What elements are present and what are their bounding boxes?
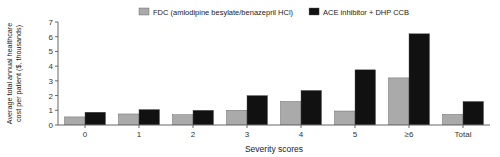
y-axis-label: Average total annual healthcarecost per …	[5, 23, 23, 124]
y-tick-label: 1	[49, 106, 54, 115]
legend-swatch	[139, 8, 149, 15]
x-tick-label: 1	[137, 130, 142, 139]
x-tick	[139, 125, 140, 128]
y-tick-label: 2	[49, 92, 54, 101]
x-tick	[409, 125, 410, 128]
bar	[226, 110, 247, 125]
y-tick-label: 7	[49, 18, 54, 27]
bars	[64, 34, 483, 125]
legend: FDC (amlodipine besylate/benazepril HCl)…	[139, 8, 409, 17]
bar	[355, 70, 376, 125]
bar	[118, 114, 139, 125]
bar	[247, 96, 268, 125]
y-tick-label: 5	[49, 47, 54, 56]
bar	[139, 110, 160, 125]
y-tick-label: 4	[49, 62, 54, 71]
x-axis	[58, 125, 490, 126]
y-axis	[58, 22, 59, 125]
bar	[172, 115, 193, 125]
bar	[85, 112, 106, 125]
bar	[334, 111, 355, 125]
legend-swatch	[309, 8, 319, 15]
bar	[409, 34, 430, 125]
x-tick-label: 4	[299, 130, 304, 139]
y-tick-label: 6	[49, 33, 54, 42]
x-tick	[193, 125, 194, 128]
x-tick-label: 5	[353, 130, 358, 139]
x-tick-label: 2	[191, 130, 196, 139]
y-tick-label: 3	[49, 77, 54, 86]
x-tick	[301, 125, 302, 128]
x-tick-label: 0	[83, 130, 88, 139]
bar	[280, 101, 301, 125]
bar	[388, 78, 409, 125]
x-tick-label: 3	[245, 130, 250, 139]
x-tick-label: Total	[455, 130, 472, 139]
chart: 0 1 2 3 4 5 6 7 0 1 2 3 4 5 ≥6 Total Severity scores Aver…	[0, 0, 500, 157]
x-tick	[247, 125, 248, 128]
x-tick	[85, 125, 86, 128]
bar	[463, 101, 484, 125]
y-tick-label: 0	[49, 121, 54, 130]
x-tick	[355, 125, 356, 128]
bar	[301, 90, 322, 125]
bar	[193, 110, 214, 125]
legend-label: ACE inhibitor + DHP CCB	[323, 8, 409, 17]
legend-label: FDC (amlodipine besylate/benazepril HCl)	[153, 8, 294, 17]
bar	[442, 114, 463, 125]
x-axis-label: Severity scores	[245, 144, 303, 154]
x-tick	[463, 125, 464, 128]
bar	[64, 117, 85, 125]
x-tick-label: ≥6	[405, 130, 414, 139]
